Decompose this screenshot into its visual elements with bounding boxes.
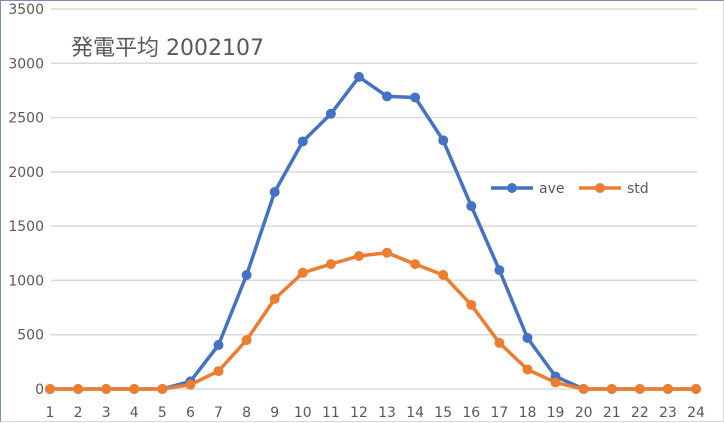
x-tick-label: 1 (46, 405, 55, 421)
legend-marker-icon (595, 183, 605, 193)
x-tick-label: 21 (603, 405, 621, 421)
x-tick-label: 14 (406, 405, 424, 421)
x-tick-label: 2 (74, 405, 83, 421)
data-point-marker (325, 259, 336, 270)
data-point-marker (578, 384, 589, 394)
data-point-marker (438, 270, 449, 280)
data-point-marker (269, 186, 280, 197)
data-point-marker (353, 251, 364, 261)
legend: ave std (491, 181, 649, 197)
x-tick-label: 15 (434, 405, 452, 421)
data-point-marker (494, 337, 505, 348)
x-tick-label: 18 (519, 405, 537, 421)
legend-label: std (627, 181, 649, 197)
y-tick-label: 2000 (8, 165, 44, 181)
data-point-marker (494, 265, 505, 276)
data-point-marker (157, 384, 168, 394)
x-tick-label: 4 (130, 405, 139, 421)
y-tick-label: 3500 (8, 2, 44, 18)
x-tick-label: 22 (631, 405, 649, 421)
series-std (45, 247, 701, 394)
data-point-marker (241, 270, 252, 280)
series-line (50, 250, 696, 391)
data-point-marker (297, 136, 308, 147)
x-tick-label: 20 (575, 405, 593, 421)
y-tick-label: 3000 (8, 56, 44, 72)
x-tick-label: 8 (242, 405, 251, 421)
x-tick-label: 13 (378, 405, 396, 421)
data-point-marker (185, 379, 196, 390)
data-point-marker (691, 384, 701, 394)
x-tick-label: 10 (294, 405, 312, 421)
x-tick-label: 5 (158, 405, 167, 421)
x-tick-label: 3 (102, 405, 111, 421)
series-ave (45, 71, 701, 394)
data-point-marker (269, 293, 280, 304)
data-point-marker (382, 91, 393, 102)
y-axis-ticks: 0 500 1000 1500 2000 2500 3000 3500 (8, 2, 44, 398)
data-point-marker (550, 377, 561, 388)
legend-item-std: std (579, 181, 649, 197)
y-tick-label: 2500 (8, 111, 44, 127)
data-point-marker (410, 259, 421, 270)
data-point-marker (353, 71, 364, 82)
x-tick-label: 9 (270, 405, 279, 421)
y-tick-label: 1500 (8, 219, 44, 235)
data-point-marker (129, 384, 140, 394)
data-point-marker (410, 92, 421, 103)
data-point-marker (438, 135, 449, 146)
legend-item-ave: ave (491, 181, 564, 197)
gridlines (51, 8, 697, 390)
x-tick-label: 12 (350, 405, 368, 421)
chart-title: 発電平均 2002107 (71, 36, 264, 61)
x-tick-label: 23 (659, 405, 677, 421)
x-tick-label: 17 (490, 405, 508, 421)
data-point-marker (101, 384, 112, 394)
y-tick-label: 1000 (8, 273, 44, 289)
y-tick-label: 0 (35, 382, 44, 398)
data-point-marker (522, 332, 533, 343)
x-tick-label: 11 (322, 405, 340, 421)
data-point-marker (325, 108, 336, 119)
x-tick-label: 7 (214, 405, 223, 421)
data-point-marker (45, 384, 55, 394)
data-point-marker (213, 340, 224, 351)
data-point-marker (382, 247, 393, 258)
data-point-marker (297, 267, 308, 278)
data-point-marker (73, 384, 84, 394)
legend-label: ave (539, 181, 564, 197)
data-point-marker (634, 384, 645, 394)
data-point-marker (466, 299, 477, 310)
data-point-marker (662, 384, 673, 394)
x-tick-label: 24 (687, 405, 705, 421)
legend-marker-icon (507, 183, 517, 193)
data-point-marker (241, 335, 252, 346)
data-point-marker (606, 384, 617, 394)
x-tick-label: 6 (186, 405, 195, 421)
y-tick-label: 500 (17, 328, 44, 344)
series-lines (45, 71, 701, 394)
data-point-marker (466, 201, 477, 212)
data-point-marker (522, 364, 533, 375)
x-tick-label: 16 (462, 405, 480, 421)
data-point-marker (213, 366, 224, 377)
x-tick-label: 19 (547, 405, 565, 421)
series-line (50, 75, 696, 391)
x-axis-ticks: 1 2 3 4 5 6 7 8 9 10 11 12 13 14 15 16 17 18 19 20 21 22 23 24 (46, 405, 705, 421)
